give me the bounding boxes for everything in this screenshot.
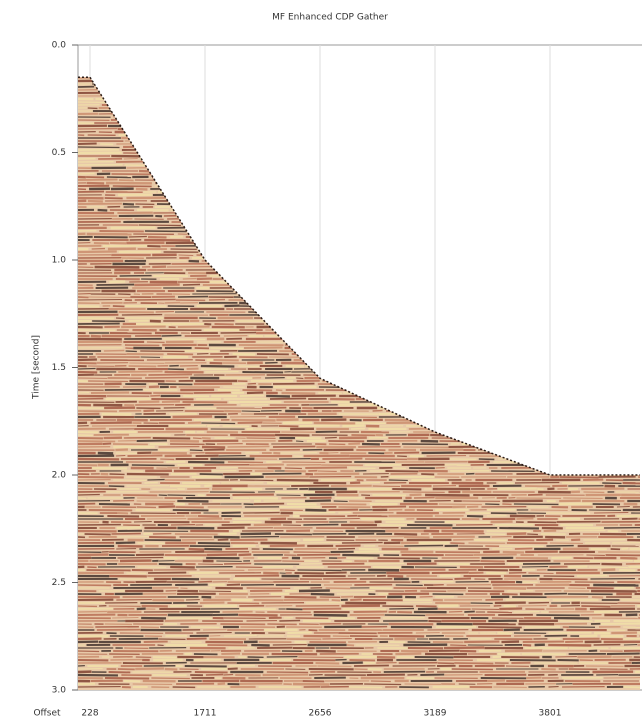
y-tick-label: 2.5 <box>52 578 66 588</box>
chart-title: MF Enhanced CDP Gather <box>272 13 388 23</box>
gather <box>78 76 640 690</box>
x-tick-label: 3801 <box>539 709 562 719</box>
y-tick-label: 0.5 <box>52 148 66 158</box>
first-break <box>78 76 640 476</box>
x-tick-label: 228 <box>81 709 98 719</box>
y-tick-label: 1.5 <box>52 363 66 373</box>
y-tick-label: 2.0 <box>52 471 67 481</box>
x-axis-label: Offset <box>33 709 61 719</box>
x-tick-label: 2656 <box>309 709 332 719</box>
x-tick-label: 3189 <box>424 709 447 719</box>
x-tick-label: 1711 <box>194 709 217 719</box>
y-tick-label: 3.0 <box>52 686 67 696</box>
y-tick-label: 0.0 <box>52 41 67 51</box>
y-tick-label: 1.0 <box>52 256 67 266</box>
y-axis-label: Time [second] <box>32 335 42 400</box>
gather-texture <box>78 77 640 689</box>
